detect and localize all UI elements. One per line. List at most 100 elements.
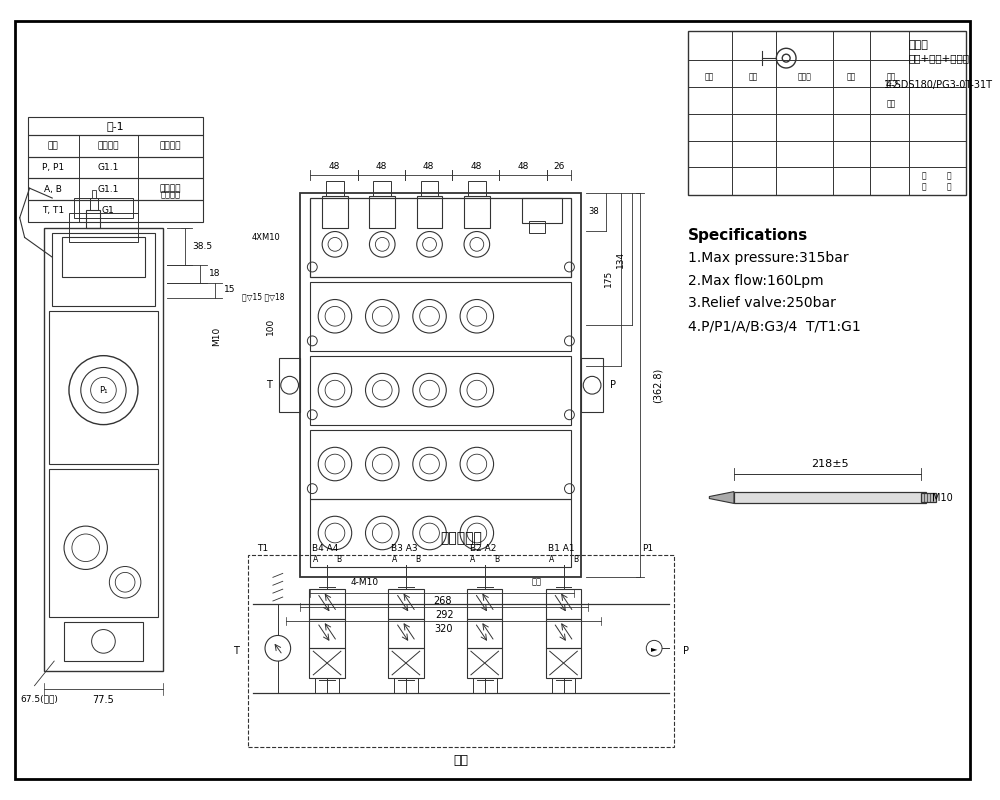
Bar — [326, 182, 344, 196]
Bar — [529, 221, 545, 233]
Bar — [310, 198, 571, 277]
Bar — [49, 469, 158, 617]
Text: 48: 48 — [517, 162, 529, 171]
Bar — [388, 589, 424, 618]
Text: T: T — [234, 646, 239, 656]
Bar — [28, 135, 203, 157]
Bar — [467, 648, 502, 678]
Text: P, P1: P, P1 — [42, 163, 64, 172]
Bar — [28, 200, 203, 222]
Bar — [388, 618, 424, 648]
Text: G1.1: G1.1 — [98, 185, 119, 194]
Bar — [69, 213, 138, 242]
Text: B: B — [573, 555, 578, 564]
Text: 4-M10: 4-M10 — [350, 578, 379, 586]
Bar — [369, 196, 395, 227]
Text: 77.5: 77.5 — [93, 695, 114, 706]
Text: M10: M10 — [932, 493, 953, 502]
Bar — [522, 198, 562, 222]
Text: 67.5(销孔): 67.5(销孔) — [20, 694, 58, 703]
Bar — [28, 178, 203, 200]
Text: 2.Max flow:160Lpm: 2.Max flow:160Lpm — [688, 274, 823, 288]
Text: 第: 第 — [922, 182, 926, 192]
Text: (362.8): (362.8) — [653, 367, 663, 403]
Text: 表-1: 表-1 — [106, 121, 124, 131]
Text: 4XM10: 4XM10 — [252, 233, 280, 242]
Text: 密封形式: 密封形式 — [160, 142, 181, 150]
Text: P₁: P₁ — [99, 386, 108, 394]
Text: A: A — [470, 555, 476, 564]
Bar — [546, 618, 581, 648]
Text: 292: 292 — [435, 610, 454, 620]
Text: 平面密封: 平面密封 — [160, 190, 180, 199]
Polygon shape — [709, 492, 734, 503]
Text: 48: 48 — [470, 162, 482, 171]
Text: G1: G1 — [102, 206, 115, 215]
Text: B4 A4: B4 A4 — [312, 544, 338, 554]
Text: 油口: 油口 — [48, 142, 59, 150]
Bar — [92, 190, 96, 198]
Text: M10: M10 — [212, 326, 221, 346]
Text: P: P — [610, 380, 616, 390]
Bar — [64, 622, 143, 661]
Bar — [248, 554, 674, 746]
Text: B: B — [415, 555, 420, 564]
Bar — [688, 30, 966, 195]
Text: 26: 26 — [553, 162, 565, 171]
Bar — [421, 182, 438, 196]
Bar — [322, 196, 348, 227]
Bar — [310, 356, 571, 425]
Text: 48: 48 — [423, 162, 434, 171]
Bar — [388, 648, 424, 678]
Text: B3 A3: B3 A3 — [391, 544, 417, 554]
Bar — [921, 493, 936, 502]
Bar — [467, 589, 502, 618]
Text: 串联: 串联 — [454, 754, 469, 767]
Text: 48: 48 — [328, 162, 340, 171]
Bar — [44, 227, 163, 671]
Bar — [90, 198, 98, 210]
Text: 螺纹规格: 螺纹规格 — [98, 142, 119, 150]
Text: P: P — [683, 646, 689, 656]
Bar — [373, 182, 391, 196]
Bar — [546, 648, 581, 678]
Text: B1 A1: B1 A1 — [548, 544, 575, 554]
Bar — [28, 157, 203, 178]
Bar — [86, 210, 100, 227]
Text: 1:2: 1:2 — [884, 80, 899, 90]
Bar — [468, 182, 486, 196]
Text: 218±5: 218±5 — [811, 459, 848, 469]
Bar — [734, 492, 926, 503]
Bar — [310, 282, 571, 350]
Text: T: T — [266, 380, 272, 390]
Bar — [300, 193, 581, 578]
Text: 38: 38 — [589, 207, 599, 216]
Text: 审核: 审核 — [749, 72, 758, 82]
Text: 15: 15 — [224, 285, 235, 294]
Text: 18: 18 — [209, 270, 221, 278]
Text: 标准化: 标准化 — [798, 72, 812, 82]
Text: 沉▽15 台▽18: 沉▽15 台▽18 — [242, 292, 284, 301]
Text: 1.Max pressure:315bar: 1.Max pressure:315bar — [688, 251, 848, 265]
Text: ►: ► — [651, 644, 657, 653]
Text: T, T1: T, T1 — [42, 206, 64, 215]
Text: 48: 48 — [376, 162, 387, 171]
Text: B: B — [336, 555, 341, 564]
Text: T1: T1 — [257, 544, 269, 554]
Bar — [467, 618, 502, 648]
Bar — [309, 648, 345, 678]
Text: 134: 134 — [616, 250, 625, 268]
Text: A, B: A, B — [44, 185, 62, 194]
Bar — [310, 498, 571, 567]
Text: A: A — [549, 555, 554, 564]
Text: A: A — [313, 555, 318, 564]
Text: 3.Relief valve:250bar: 3.Relief valve:250bar — [688, 297, 836, 310]
Bar — [464, 196, 490, 227]
Text: 比例: 比例 — [887, 99, 896, 108]
Text: 张: 张 — [946, 171, 951, 180]
Bar — [52, 233, 155, 306]
Bar — [581, 358, 603, 412]
Text: 4-SDS180/PG3-0T-31T: 4-SDS180/PG3-0T-31T — [885, 80, 992, 90]
Text: 四联+单联+双触点: 四联+单联+双触点 — [908, 53, 969, 63]
Bar — [74, 198, 133, 218]
